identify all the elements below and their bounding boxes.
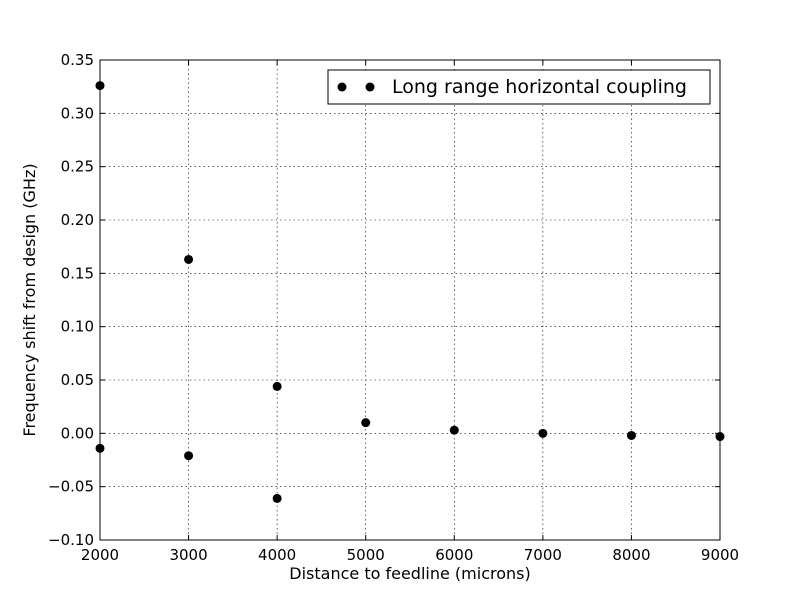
- legend-marker: [365, 82, 375, 92]
- x-tick-label: 2000: [81, 546, 119, 564]
- y-tick-labels: −0.10 −0.05 0.00 0.05 0.10 0.15 0.20 0.25 0.30 0.…: [48, 51, 94, 549]
- y-tick-label: 0.30: [61, 104, 94, 122]
- x-axis-label: Distance to feedline (microns): [289, 564, 530, 583]
- y-tick-label: 0.15: [61, 264, 94, 282]
- legend-label: Long range horizontal coupling: [392, 76, 687, 98]
- x-tick-labels: 2000 3000 4000 5000 6000 7000 8000 9000: [81, 546, 739, 564]
- y-tick-label: 0.20: [61, 211, 94, 229]
- x-tick-label: 8000: [612, 546, 650, 564]
- plot-area: [100, 60, 720, 540]
- data-point: [272, 493, 282, 503]
- x-tick-label: 7000: [524, 546, 562, 564]
- y-tick-label: −0.05: [48, 478, 94, 496]
- y-tick-label: 0.05: [61, 371, 94, 389]
- data-point: [538, 428, 548, 438]
- x-tick-label: 3000: [169, 546, 207, 564]
- x-tick-label: 4000: [258, 546, 296, 564]
- data-point: [184, 451, 194, 461]
- legend-box: [327, 69, 711, 105]
- x-tick-label: 5000: [347, 546, 385, 564]
- y-tick-label: 0.25: [61, 158, 94, 176]
- data-point: [449, 425, 459, 435]
- data-point: [272, 381, 282, 391]
- y-tick-label: −0.10: [48, 531, 94, 549]
- y-tick-label: 0.10: [61, 318, 94, 336]
- x-tick-label: 6000: [435, 546, 473, 564]
- legend: Long range horizontal coupling: [327, 69, 711, 105]
- y-tick-label: 0.00: [61, 424, 94, 442]
- data-point: [626, 430, 636, 440]
- y-axis-label: Frequency shift from design (GHz): [20, 163, 39, 436]
- data-point: [184, 254, 194, 264]
- x-tick-label: 9000: [701, 546, 739, 564]
- legend-marker: [337, 82, 347, 92]
- data-point: [361, 418, 371, 428]
- plot-frame: [99, 59, 721, 541]
- y-tick-label: 0.35: [61, 51, 94, 69]
